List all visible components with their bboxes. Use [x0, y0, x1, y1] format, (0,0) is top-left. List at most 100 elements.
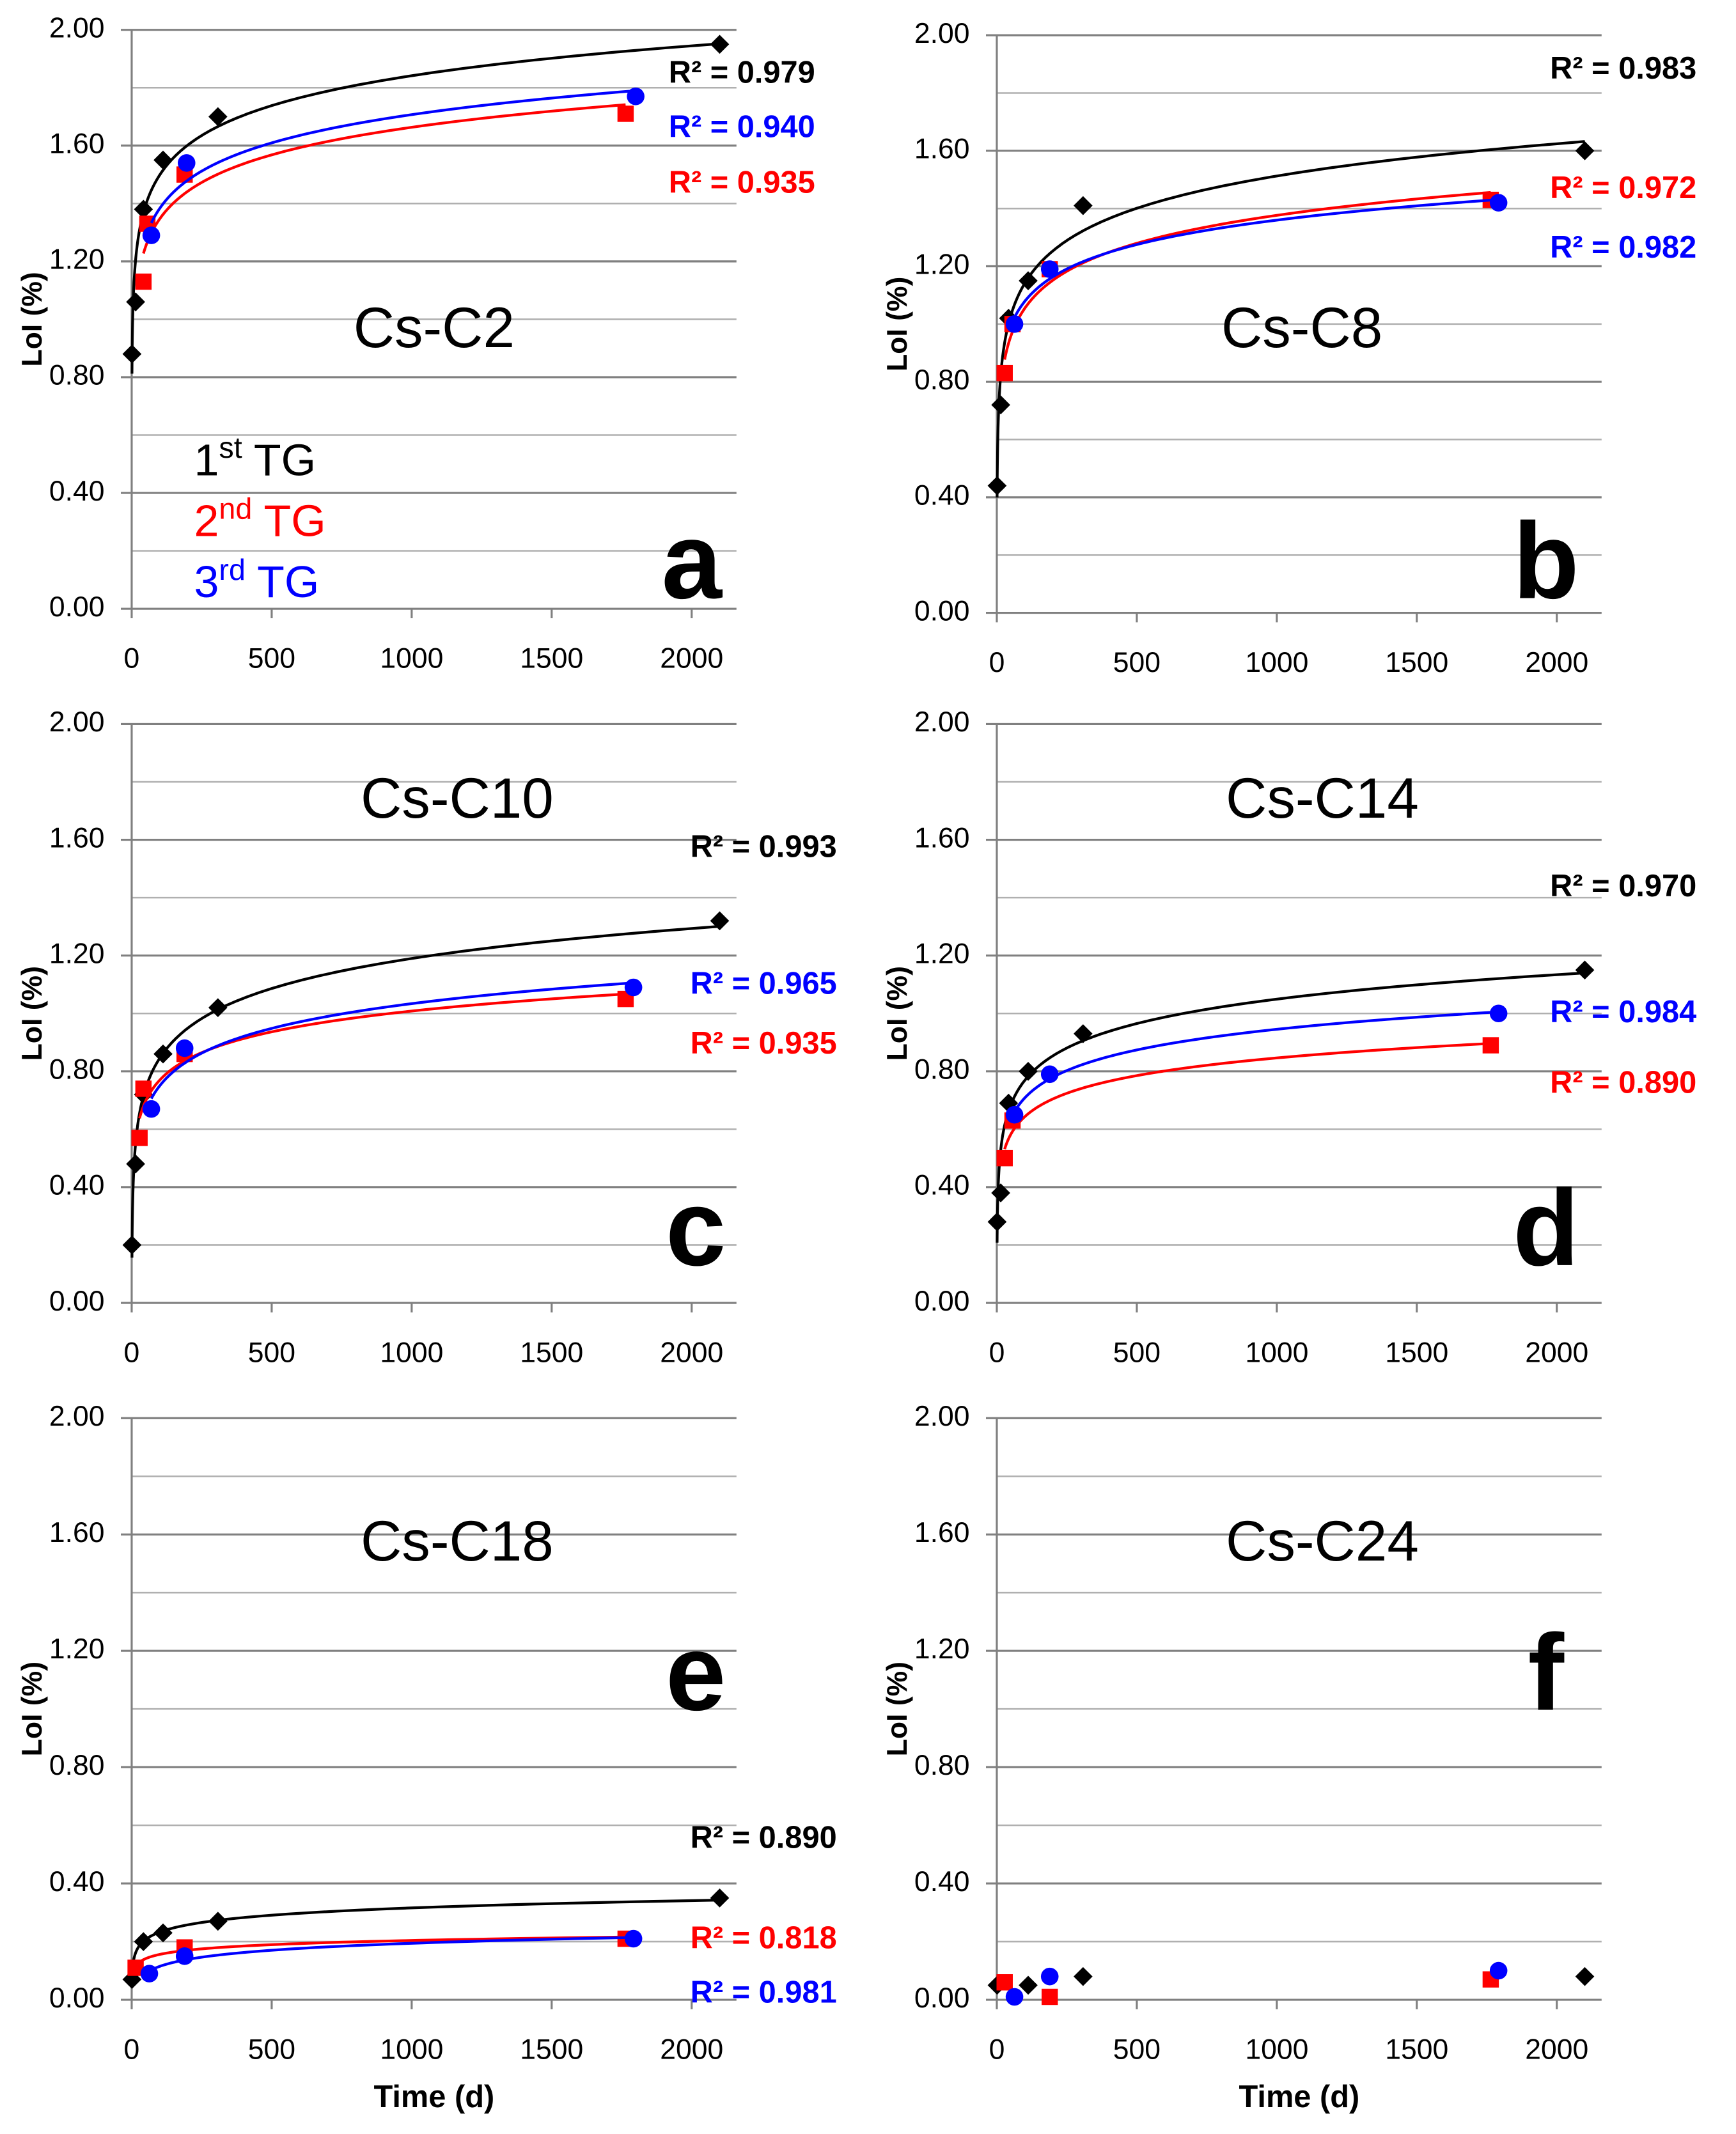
y-tick-label: 0.40: [49, 1866, 105, 1897]
r-squared-label: R² = 0.890: [691, 1821, 837, 1855]
marker-diamond: [710, 1888, 730, 1908]
marker-circle: [1489, 1004, 1508, 1023]
x-tick-label: 1500: [1385, 1337, 1448, 1368]
x-axis-label: Time (d): [373, 2080, 494, 2114]
panel-title: Cs-C14: [1226, 766, 1419, 830]
marker-diamond: [126, 1154, 145, 1174]
y-tick-label: 0.40: [914, 1170, 970, 1201]
trend-line: [150, 89, 636, 224]
marker-square: [996, 1974, 1013, 1991]
r-squared-label: R² = 0.979: [669, 56, 815, 90]
marker-circle: [1040, 260, 1059, 278]
y-tick-label: 0.40: [49, 476, 105, 507]
y-axis-label: LoI (%): [882, 966, 913, 1061]
y-tick-label: 1.20: [914, 938, 970, 969]
panel: 0.00 0.40 0.80 1.20 1.60 2.00 0 500 1000 1500 2000…: [17, 706, 837, 1368]
y-tick-label: 2.00: [914, 1401, 970, 1432]
y-tick-label: 0.00: [49, 1982, 105, 2014]
marker-diamond: [1019, 271, 1038, 290]
marker-circle: [1040, 1065, 1059, 1084]
x-tick-label: 2000: [660, 2034, 723, 2065]
x-tick-label: 2000: [1525, 1337, 1588, 1368]
panel-letter: c: [666, 1167, 726, 1288]
marker-diamond: [987, 1212, 1007, 1232]
marker-diamond: [122, 344, 142, 364]
x-tick-label: 1000: [380, 1337, 443, 1368]
marker-diamond: [710, 35, 730, 54]
r-squared-label: R² = 0.818: [691, 1921, 837, 1956]
marker-square: [131, 1130, 148, 1146]
panel-letter: d: [1513, 1167, 1579, 1288]
trend-line: [1003, 1042, 1491, 1150]
x-tick-label: 2000: [660, 1337, 723, 1368]
marker-circle: [624, 1929, 643, 1948]
x-tick-label: 1500: [520, 1337, 583, 1368]
r-squared-label: R² = 0.940: [669, 109, 815, 144]
marker-square: [1042, 1988, 1058, 2005]
x-tick-label: 1000: [1245, 2034, 1308, 2065]
y-tick-label: 2.00: [49, 1401, 105, 1432]
y-tick-label: 2.00: [914, 18, 970, 49]
marker-circle: [142, 226, 160, 244]
y-tick-label: 1.20: [49, 938, 105, 969]
panel: 0.00 0.40 0.80 1.20 1.60 2.00 0 500 1000 1500 2000…: [17, 12, 815, 674]
y-axis-label: LoI (%): [882, 277, 913, 371]
y-tick-label: 1.20: [49, 1633, 105, 1665]
y-tick-label: 2.00: [49, 706, 105, 738]
x-tick-label: 0: [124, 643, 140, 674]
trend-line: [150, 981, 634, 1100]
legend-text-part: TG: [242, 435, 316, 485]
y-tick-label: 0.80: [914, 1054, 970, 1086]
x-tick-label: 0: [989, 647, 1005, 678]
y-tick-label: 0.80: [914, 364, 970, 396]
panel-title: Cs-C10: [361, 766, 554, 830]
legend-entry: 3rd TG: [194, 553, 320, 607]
x-tick-label: 500: [1113, 1337, 1161, 1368]
y-axis-label: LoI (%): [17, 1662, 48, 1756]
marker-diamond: [991, 395, 1010, 415]
marker-square: [617, 105, 634, 122]
y-tick-label: 1.20: [914, 1633, 970, 1665]
legend-text-part: TG: [246, 557, 319, 607]
marker-square: [135, 1080, 152, 1097]
y-tick-label: 0.00: [49, 1286, 105, 1317]
marker-circle: [1005, 1988, 1024, 2006]
panel-title: Cs-C24: [1226, 1509, 1419, 1573]
marker-diamond: [1575, 1967, 1595, 1986]
x-tick-label: 0: [124, 2034, 140, 2065]
trend-line: [130, 924, 720, 1258]
marker-square: [996, 1149, 1013, 1167]
x-tick-label: 0: [989, 2034, 1005, 2065]
marker-diamond: [134, 199, 153, 219]
marker-diamond: [208, 1912, 228, 1931]
r-squared-label: R² = 0.935: [691, 1026, 837, 1061]
y-tick-label: 0.40: [914, 1866, 970, 1897]
y-tick-label: 0.00: [914, 1286, 970, 1317]
r-squared-label: R² = 0.984: [1550, 995, 1696, 1029]
marker-square: [1482, 1037, 1499, 1054]
legend-text-part: nd: [219, 492, 252, 526]
marker-circle: [1005, 315, 1024, 333]
y-tick-label: 1.60: [914, 1517, 970, 1548]
r-squared-label: R² = 0.993: [691, 829, 837, 864]
panel: 0.00 0.40 0.80 1.20 1.60 2.00 0 500 1000 1500 2000…: [17, 1401, 837, 2114]
x-tick-label: 0: [124, 1337, 140, 1368]
marker-diamond: [1575, 960, 1595, 980]
panel: 0.00 0.40 0.80 1.20 1.60 2.00 0 500 1000 1500 2000…: [882, 706, 1696, 1368]
marker-diamond: [1019, 1061, 1038, 1081]
y-tick-label: 0.80: [914, 1750, 970, 1781]
panel-title: Cs-C18: [361, 1509, 554, 1573]
y-tick-label: 2.00: [914, 706, 970, 738]
y-axis-label: LoI (%): [17, 272, 48, 366]
marker-circle: [175, 1947, 194, 1965]
x-tick-label: 1500: [520, 2034, 583, 2065]
panel-title: Cs-C8: [1221, 295, 1382, 359]
y-tick-label: 2.00: [49, 12, 105, 43]
marker-circle: [1489, 1961, 1508, 1980]
x-tick-label: 1000: [1245, 647, 1308, 678]
legend-text-part: st: [219, 431, 242, 464]
marker-circle: [627, 88, 645, 105]
marker-circle: [1489, 194, 1508, 212]
marker-diamond: [126, 292, 145, 312]
legend-text-part: 1: [194, 435, 219, 485]
